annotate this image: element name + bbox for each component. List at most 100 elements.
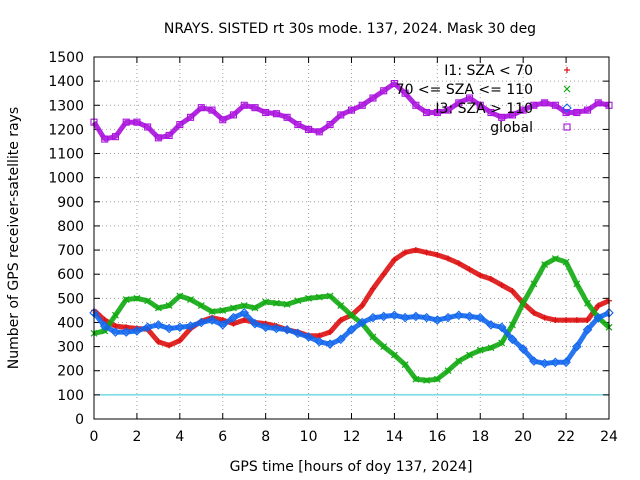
data-point-i3-sza-110 bbox=[572, 341, 582, 352]
x-tick-label: 24 bbox=[600, 429, 618, 445]
marker-stroke bbox=[305, 294, 313, 302]
data-point-i1-sza-70 bbox=[369, 285, 376, 292]
marker-stroke bbox=[262, 108, 270, 117]
data-point-70-sza-110 bbox=[208, 308, 216, 316]
data-point-global bbox=[573, 108, 581, 117]
marker-stroke bbox=[271, 323, 282, 334]
marker-stroke bbox=[153, 320, 164, 330]
data-point-i3-sza-110 bbox=[378, 311, 389, 322]
y-tick-label: 1500 bbox=[48, 50, 84, 66]
marker-stroke bbox=[455, 357, 463, 365]
data-point-i3-sza-110 bbox=[217, 320, 228, 330]
x-tick-label: 0 bbox=[90, 429, 99, 445]
x-tick-label: 22 bbox=[557, 429, 575, 445]
marker-stroke bbox=[303, 332, 314, 342]
y-tick-label: 1300 bbox=[48, 98, 84, 114]
data-point-70-sza-110 bbox=[369, 333, 377, 341]
marker-stroke bbox=[219, 116, 227, 124]
marker-stroke bbox=[282, 324, 292, 335]
x-tick-label: 20 bbox=[514, 429, 532, 445]
marker-stroke bbox=[207, 315, 217, 325]
marker-stroke bbox=[260, 322, 271, 333]
data-point-70-sza-110 bbox=[337, 302, 345, 309]
data-point-i3-sza-110 bbox=[175, 322, 185, 333]
marker-stroke bbox=[187, 296, 194, 303]
x-tick-label: 16 bbox=[428, 429, 446, 445]
marker-stroke bbox=[197, 302, 205, 309]
data-point-i3-sza-110 bbox=[400, 312, 410, 323]
data-point-70-sza-110 bbox=[444, 367, 452, 375]
marker-stroke bbox=[464, 311, 475, 322]
data-point-70-sza-110 bbox=[272, 299, 280, 307]
marker-stroke bbox=[443, 312, 453, 323]
marker-stroke bbox=[562, 103, 572, 113]
marker-stroke bbox=[529, 356, 539, 366]
marker-stroke bbox=[314, 336, 325, 347]
data-point-i1-sza-70 bbox=[241, 317, 248, 324]
data-point-70-sza-110 bbox=[165, 302, 173, 309]
data-point-i3-sza-110 bbox=[207, 315, 217, 325]
data-point-global bbox=[498, 113, 506, 121]
marker-stroke bbox=[165, 131, 173, 139]
marker-stroke bbox=[444, 367, 452, 375]
marker-stroke bbox=[380, 87, 388, 95]
marker-stroke bbox=[466, 351, 473, 359]
data-point-i3-sza-110 bbox=[432, 315, 443, 325]
data-point-global bbox=[530, 101, 538, 109]
marker-stroke bbox=[378, 311, 389, 322]
data-point-i1-sza-70 bbox=[595, 302, 602, 309]
data-point-i3-sza-110 bbox=[228, 312, 239, 323]
marker-stroke bbox=[239, 308, 249, 318]
data-point-70-sza-110 bbox=[176, 292, 184, 300]
marker-stroke bbox=[455, 99, 463, 107]
marker-stroke bbox=[293, 328, 303, 339]
data-point-i3-sza-110 bbox=[153, 320, 164, 330]
data-point-i3-sza-110 bbox=[293, 328, 303, 339]
data-point-global bbox=[487, 108, 495, 117]
data-point-i3-sza-110 bbox=[303, 332, 314, 342]
marker-stroke bbox=[496, 322, 507, 333]
marker-stroke bbox=[572, 341, 582, 352]
data-point-global bbox=[272, 110, 280, 118]
marker-stroke bbox=[412, 101, 420, 109]
data-point-i3-sza-110 bbox=[496, 322, 507, 333]
grid bbox=[94, 57, 609, 419]
marker-stroke bbox=[240, 302, 248, 309]
x-tick-label: 18 bbox=[471, 429, 489, 445]
data-point-i1-sza-70 bbox=[445, 255, 452, 262]
marker-stroke bbox=[561, 357, 571, 368]
marker-stroke bbox=[498, 113, 506, 121]
data-point-70-sza-110 bbox=[133, 294, 141, 302]
data-point-70-sza-110 bbox=[122, 296, 130, 303]
series-layer bbox=[89, 79, 614, 384]
marker-stroke bbox=[337, 111, 345, 119]
marker-stroke bbox=[175, 322, 185, 333]
data-point-i3-sza-110 bbox=[475, 312, 486, 323]
data-point-global bbox=[551, 101, 559, 109]
marker-stroke bbox=[187, 113, 195, 121]
data-point-i3-sza-110 bbox=[357, 317, 368, 328]
chart-title: NRAYS. SISTED rt 30s mode. 137, 2024. Ma… bbox=[164, 21, 536, 37]
marker-stroke bbox=[562, 258, 570, 266]
marker-stroke bbox=[272, 299, 280, 307]
data-point-i3-sza-110 bbox=[260, 322, 271, 333]
marker-stroke bbox=[228, 312, 239, 323]
legend-label: global bbox=[490, 120, 533, 136]
series-band-i3-sza-110 bbox=[92, 310, 611, 366]
data-point-global bbox=[240, 101, 248, 109]
marker-stroke bbox=[412, 375, 420, 383]
marker-stroke bbox=[518, 344, 528, 354]
marker-stroke bbox=[112, 311, 119, 319]
marker-stroke bbox=[433, 375, 441, 383]
data-point-i3-sza-110 bbox=[325, 339, 335, 349]
data-point-i1-sza-70 bbox=[391, 256, 398, 263]
marker-stroke bbox=[217, 320, 228, 330]
data-point-i3-sza-110 bbox=[132, 326, 142, 336]
data-point-i3-sza-110 bbox=[539, 358, 550, 369]
data-point-global bbox=[594, 99, 602, 107]
marker-stroke bbox=[390, 79, 398, 88]
marker-stroke bbox=[593, 312, 604, 323]
marker-stroke bbox=[357, 317, 368, 328]
data-point-global bbox=[412, 101, 420, 109]
